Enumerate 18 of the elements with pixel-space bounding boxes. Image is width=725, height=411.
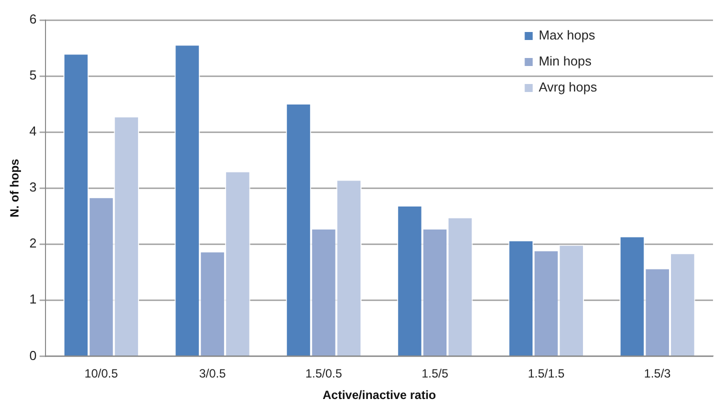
y-tick-label: 3: [29, 180, 37, 195]
x-tick-label: 1.5/5: [422, 366, 449, 381]
x-tick-label: 1.5/1.5: [528, 366, 565, 381]
x-tick-label: 1.5/0.5: [305, 366, 342, 381]
y-tick-label: 0: [29, 348, 37, 363]
legend-label: Avrg hops: [538, 80, 598, 95]
x-tick-label: 3/0.5: [199, 366, 226, 381]
y-axis-title: N. of hops: [8, 158, 22, 218]
x-tick-label: 10/0.5: [84, 366, 118, 381]
y-tick-label: 6: [29, 12, 37, 27]
legend-label: Min hops: [538, 54, 592, 69]
y-tick-label: 4: [29, 124, 37, 139]
y-tick-label: 1: [29, 292, 37, 307]
x-axis-title: Active/inactive ratio: [322, 388, 436, 402]
y-tick-label: 2: [29, 236, 37, 251]
legend-label: Max hops: [538, 28, 596, 43]
x-tick-label: 1.5/3: [644, 366, 672, 381]
y-tick-label: 5: [29, 68, 37, 83]
